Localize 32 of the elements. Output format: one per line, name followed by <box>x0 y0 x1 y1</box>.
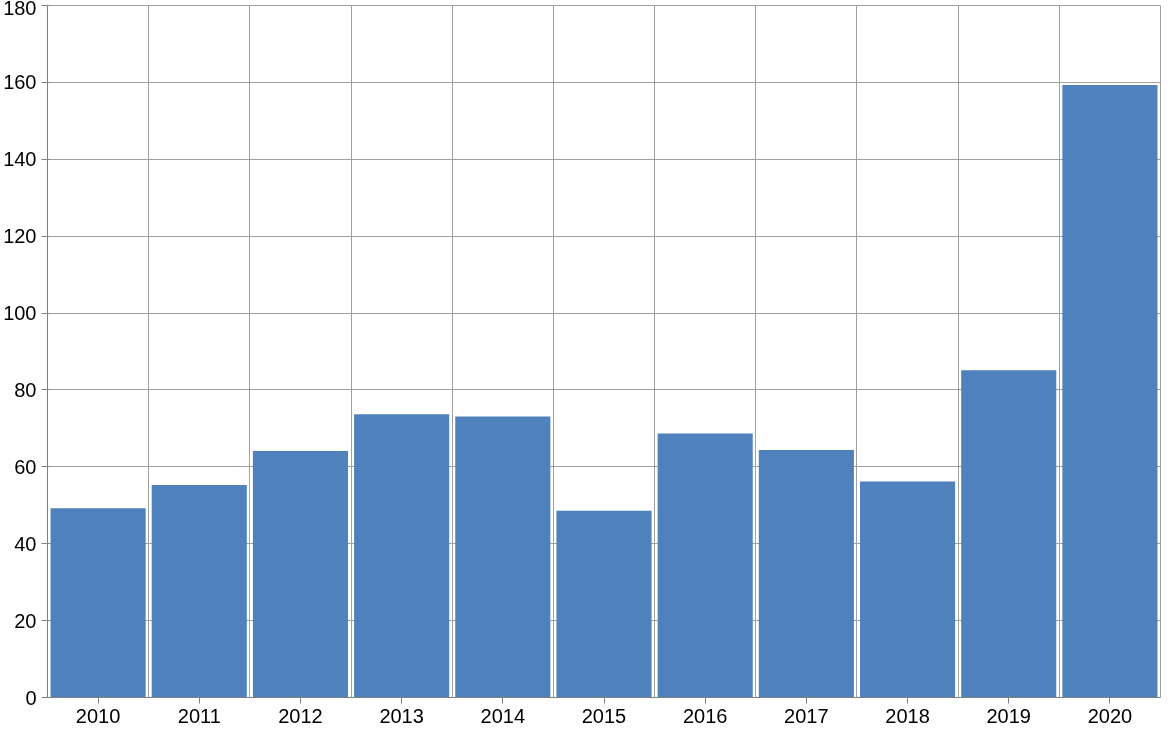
y-tick-label: 100 <box>3 302 37 325</box>
x-tick-label: 2020 <box>1087 704 1133 727</box>
y-tick-label: 60 <box>14 455 37 478</box>
bar <box>354 414 450 698</box>
bar <box>556 510 652 698</box>
x-tick-label: 2016 <box>682 704 728 727</box>
bar <box>252 451 349 698</box>
y-tick-label: 120 <box>3 225 37 248</box>
y-tick-label: 160 <box>3 71 37 94</box>
x-tick-label: 2018 <box>885 704 930 727</box>
bar <box>758 449 854 698</box>
y-tick-label: 0 <box>25 686 37 709</box>
y-tick-label: 80 <box>14 378 37 401</box>
x-tick-label: 2010 <box>75 704 121 727</box>
x-tick-label: 2017 <box>784 704 829 727</box>
bar <box>859 481 956 698</box>
x-tick-label: 2012 <box>278 704 323 727</box>
y-tick-label: 40 <box>14 532 37 555</box>
y-tick-label: 20 <box>14 609 37 632</box>
bar <box>455 416 551 698</box>
x-tick-label: 2011 <box>177 704 221 727</box>
x-tick-label: 2015 <box>581 704 627 727</box>
bar <box>657 433 753 698</box>
bar <box>151 484 247 698</box>
bar <box>1062 85 1158 698</box>
y-tick-label: 140 <box>3 148 37 171</box>
bar <box>50 508 146 698</box>
y-tick-label: 180 <box>3 0 37 19</box>
x-tick-label: 2014 <box>480 704 526 727</box>
bar <box>961 370 1057 698</box>
x-tick-label: 2019 <box>986 704 1031 727</box>
x-tick-label: 2013 <box>379 704 424 727</box>
